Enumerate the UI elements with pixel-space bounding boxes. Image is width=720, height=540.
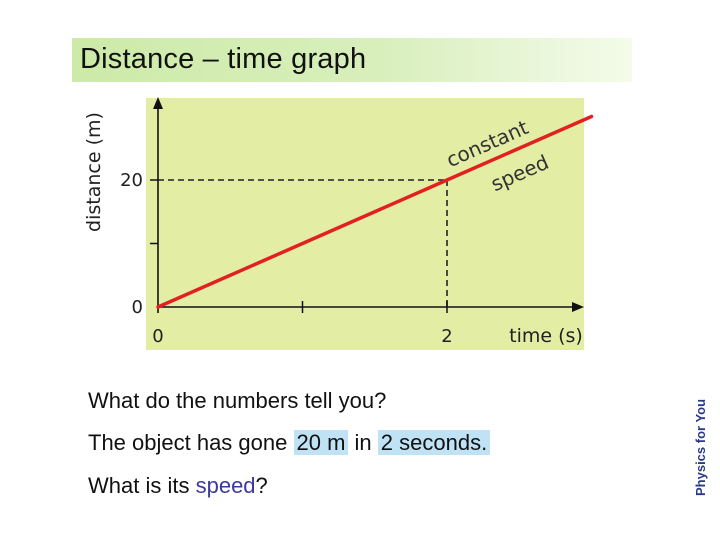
x-tick-label: 2 <box>441 326 452 347</box>
y-axis-arrow <box>153 97 163 109</box>
logo-text: Physics for You <box>693 399 708 496</box>
follow-up-suffix: ? <box>255 473 268 498</box>
statement-prefix: The object has gone <box>88 430 288 455</box>
statement-middle: in <box>354 430 372 455</box>
x-axis-label: time (s) <box>509 325 583 347</box>
y-tick-label: 20 <box>120 170 143 191</box>
series-line <box>156 114 594 309</box>
distance-highlight: 20 m <box>293 430 349 455</box>
question-line: What do the numbers tell you? <box>88 388 387 413</box>
y-axis-label: distance (m) <box>83 112 105 232</box>
x-axis-arrow <box>572 302 584 312</box>
follow-up-prefix: What is its <box>88 473 190 498</box>
speed-keyword: speed <box>195 473 256 498</box>
y-tick-label: 0 <box>132 297 143 318</box>
physics-for-you-logo: Physics for You <box>693 399 708 496</box>
plot-background <box>146 98 584 350</box>
follow-up-question: What is its speed? <box>88 473 268 499</box>
time-highlight: 2 seconds. <box>377 430 491 455</box>
title-banner: Distance – time graph <box>72 38 632 82</box>
statement-line: The object has gone 20 m in 2 seconds. <box>88 430 491 456</box>
slide-title: Distance – time graph <box>80 43 367 75</box>
x-tick-label: 0 <box>152 326 163 347</box>
